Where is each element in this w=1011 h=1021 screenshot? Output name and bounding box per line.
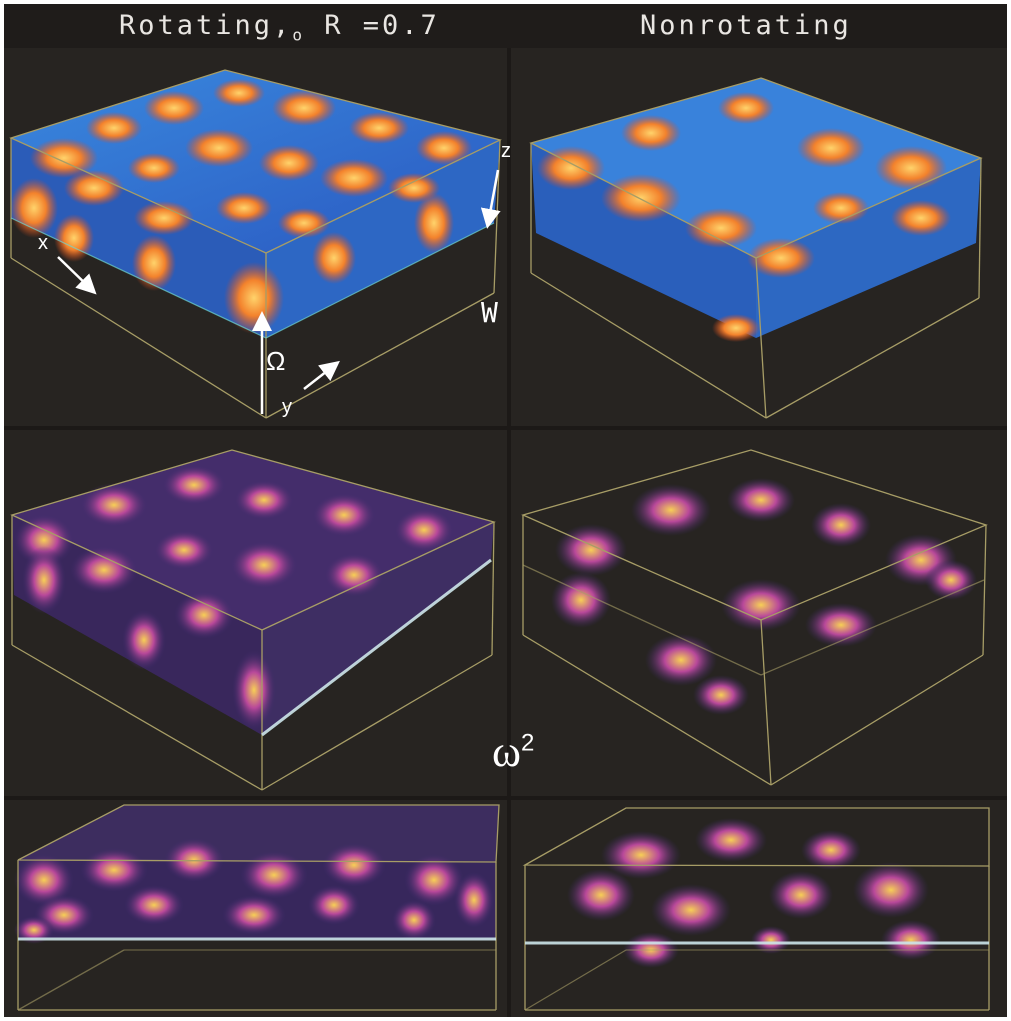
panel-nonrotating-vorticity-side [511,800,1007,1017]
row-divider-1 [4,426,1007,430]
volume-render-rotating-vorticity [10,449,496,791]
vorticity-label: ω2 [492,727,535,776]
axis-x-label: x [38,232,48,254]
volume-render-nonrotating-vorticity [521,449,988,786]
panel-rotating-velocity [4,48,507,426]
title-nonrotating: Nonrotating [640,10,852,41]
volume-render-nonrotating-vorticity-side [522,807,990,1011]
column-divider [507,48,511,1017]
omega-label: Ω [266,346,286,376]
panel-rotating-vorticity-oblique [4,430,507,796]
volume-render-rotating-vorticity-side [14,804,500,1011]
volume-render-nonrotating-velocity [529,77,983,419]
row-divider-2 [4,796,1007,800]
w-field-label: W [481,296,498,329]
panel-nonrotating-velocity [511,48,1007,426]
title-rotating: Rotating,o R =0.7 [119,10,440,45]
panel-nonrotating-vorticity-oblique [511,430,1007,796]
axis-y-label: y [282,396,292,418]
figure-canvas: Rotating,o R =0.7 Nonrotating [4,4,1007,1017]
header-bar: Rotating,o R =0.7 Nonrotating [4,4,1007,48]
volume-render-rotating-velocity [9,69,502,419]
panel-rotating-vorticity-side [4,800,507,1017]
axis-z-label: z [501,140,511,162]
